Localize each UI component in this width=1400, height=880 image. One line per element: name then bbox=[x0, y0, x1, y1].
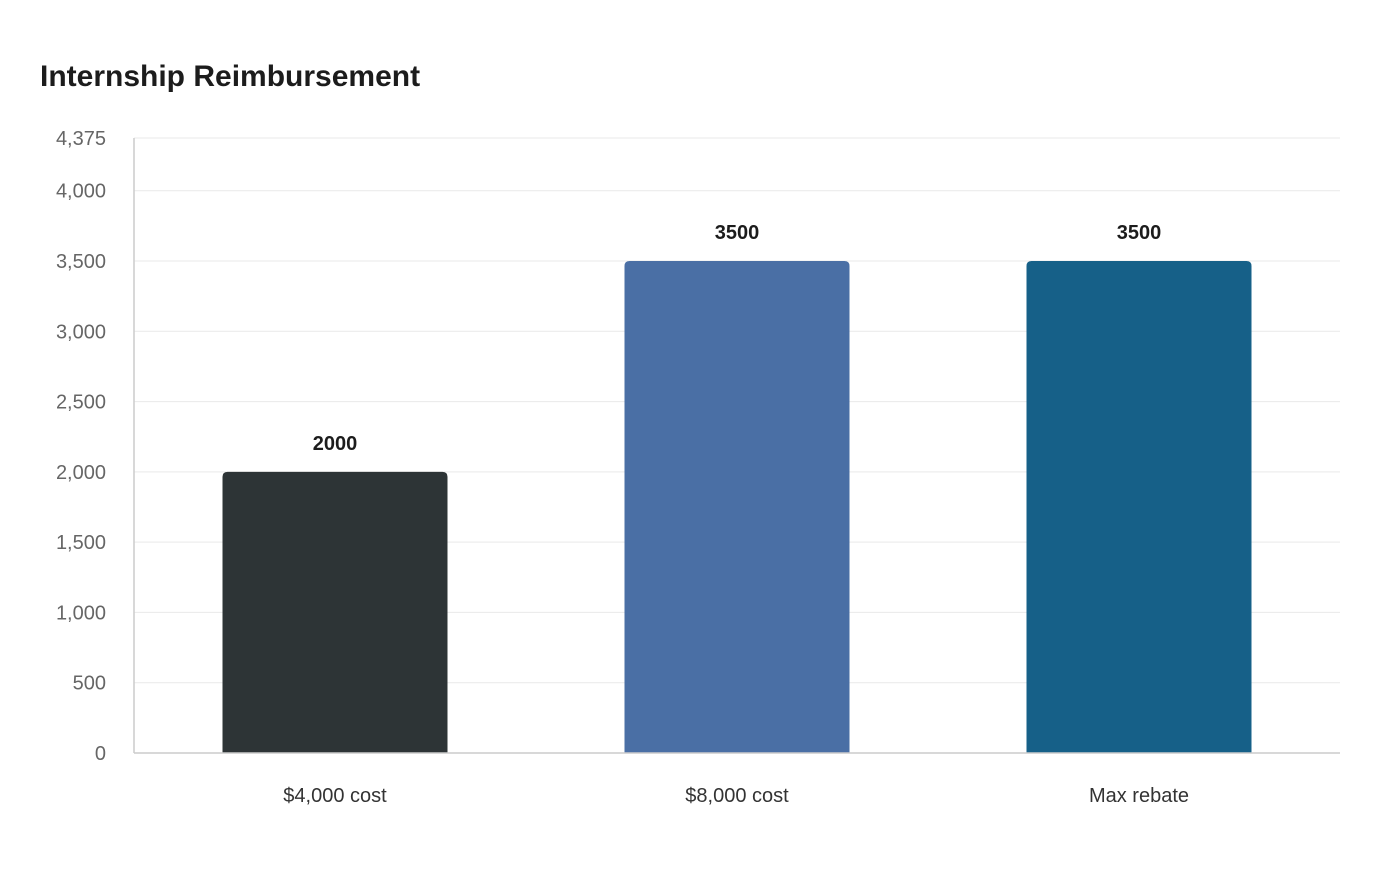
x-category-label: $4,000 cost bbox=[283, 785, 387, 807]
y-axis-ticks: 0 500 1,000 1,500 2,000 2,500 3,000 3,500 4,000 4… bbox=[56, 128, 106, 765]
labels: 2000 $4,000 cost 3500 $8,000 cost 3500 Max re… bbox=[283, 222, 1189, 807]
bar bbox=[222, 471, 448, 753]
y-tick-label: 3,000 bbox=[56, 321, 106, 343]
axes bbox=[133, 138, 1340, 754]
y-tick-label: 3,500 bbox=[56, 251, 106, 273]
bars bbox=[222, 261, 1252, 753]
bar-value-label: 2000 bbox=[313, 433, 358, 455]
y-tick-label: 4,000 bbox=[56, 181, 106, 203]
bar bbox=[1026, 261, 1252, 753]
y-tick-label: 1,500 bbox=[56, 532, 106, 554]
x-category-label: $8,000 cost bbox=[685, 785, 789, 807]
chart-title: Internship Reimbursement bbox=[40, 60, 421, 93]
x-category-label: Max rebate bbox=[1089, 785, 1189, 807]
y-tick-label: 4,375 bbox=[56, 128, 106, 150]
y-tick-label: 0 bbox=[95, 743, 106, 765]
bar bbox=[624, 261, 850, 753]
bar-value-label: 3500 bbox=[715, 222, 760, 244]
y-tick-label: 2,500 bbox=[56, 392, 106, 414]
y-tick-label: 500 bbox=[73, 673, 106, 695]
bar-value-label: 3500 bbox=[1117, 222, 1162, 244]
y-tick-label: 2,000 bbox=[56, 462, 106, 484]
y-tick-label: 1,000 bbox=[56, 602, 106, 624]
